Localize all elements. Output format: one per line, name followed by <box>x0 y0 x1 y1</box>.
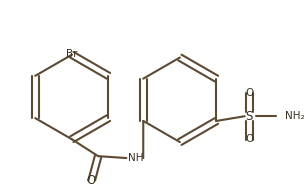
Text: NH: NH <box>128 153 144 163</box>
Text: Br: Br <box>66 49 78 59</box>
Text: NH₂: NH₂ <box>285 111 305 121</box>
Text: O: O <box>86 174 95 187</box>
Text: O: O <box>245 88 253 98</box>
Text: S: S <box>246 110 253 123</box>
Text: O: O <box>245 134 253 144</box>
